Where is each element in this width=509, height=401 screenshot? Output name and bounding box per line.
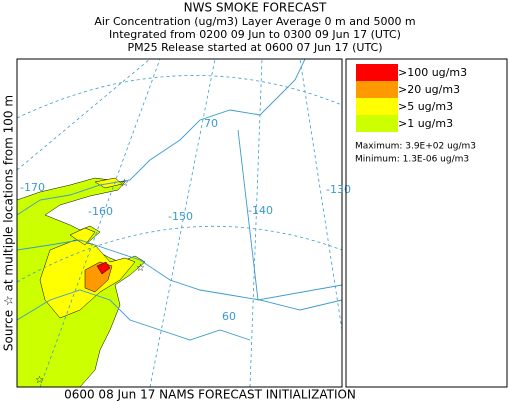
legend-swatch	[356, 115, 398, 132]
longitude-label: -140	[248, 204, 273, 217]
title: NWS SMOKE FORECAST	[184, 1, 327, 15]
minimum: Minimum: 1.3E-06 ug/m3	[355, 155, 469, 165]
maximum: Maximum: 3.9E+02 ug/m3	[355, 142, 476, 152]
latitude-label: 60	[222, 310, 236, 323]
subtitle: Integrated from 0200 09 Jun to 0300 09 J…	[109, 28, 401, 41]
longitude-label: -150	[168, 210, 193, 223]
smoke-area	[96, 261, 111, 275]
legend-label: >20 ug/m3	[398, 83, 460, 96]
legend-frame	[345, 58, 508, 388]
subtitle: PM25 Release started at 0600 07 Jun 17 (…	[127, 41, 382, 54]
legend-swatch	[356, 81, 398, 98]
longitude-label: -130	[326, 183, 351, 196]
longitude-label: -170	[20, 181, 45, 194]
legend-label: >5 ug/m3	[398, 100, 453, 113]
source-star: ☆	[35, 375, 44, 386]
map: -170 -160 -150 -140 -130 70 60 ☆ ☆ ☆	[16, 58, 351, 388]
smoke-area	[69, 177, 123, 246]
legend-label: >1 ug/m3	[398, 117, 453, 130]
longitude-label: -160	[88, 205, 113, 218]
legend-swatch	[356, 64, 398, 81]
map-frame	[16, 58, 343, 388]
source-star: ☆	[120, 178, 129, 189]
latitude-label: 70	[204, 117, 218, 130]
subtitle: Air Concentration (ug/m3) Layer Average …	[94, 15, 415, 28]
source-star: ☆	[136, 263, 145, 274]
legend-label: >100 ug/m3	[398, 66, 467, 79]
side-label: Source ☆ at multiple locations from 100 …	[2, 95, 16, 351]
legend: Maximum: 3.9E+02 ug/m3 Minimum: 1.3E-06 …	[345, 58, 508, 388]
footer: 0600 08 Jun 17 NAMS FORECAST INITIALIZAT…	[64, 388, 356, 401]
legend-swatch	[356, 98, 398, 115]
